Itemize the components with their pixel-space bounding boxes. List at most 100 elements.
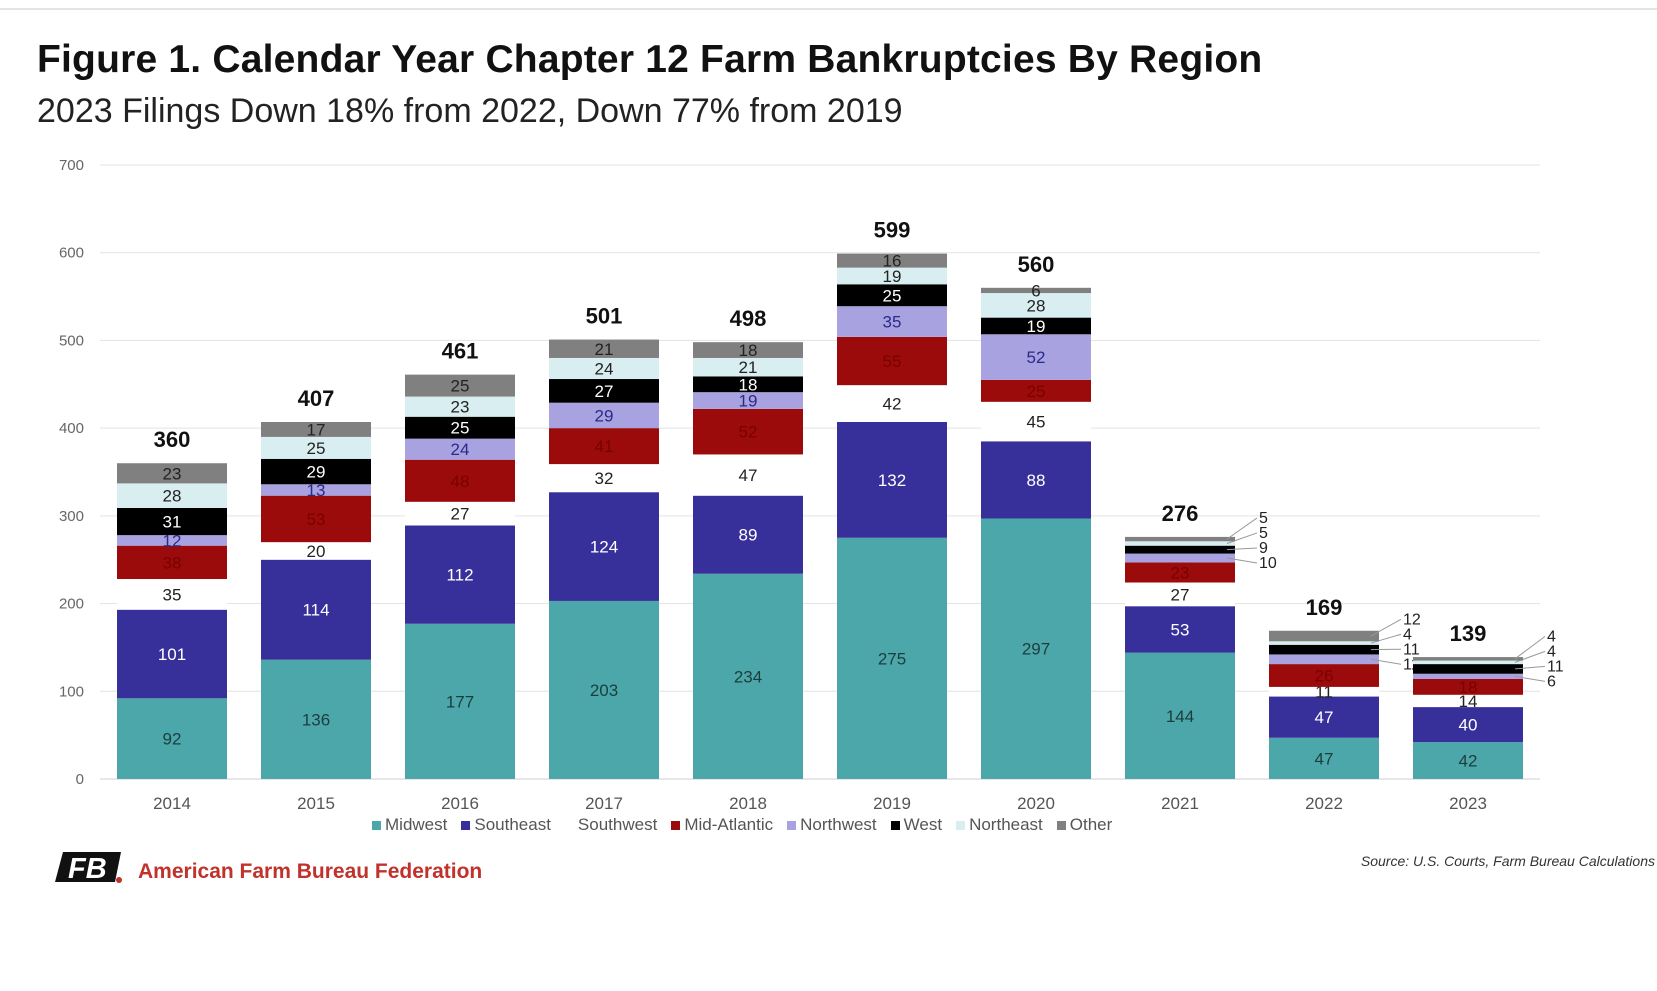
bar-segment-northeast <box>981 293 1091 318</box>
data-label: 27 <box>595 382 614 401</box>
legend-item: West <box>890 815 942 835</box>
data-label: 88 <box>1027 471 1046 490</box>
data-label: 132 <box>878 471 906 490</box>
data-label: 124 <box>590 538 618 557</box>
bar-segment-northwest <box>981 334 1091 380</box>
bar-segment-other <box>1413 657 1523 661</box>
bar-segment-northeast <box>261 436 371 459</box>
chart-title: Figure 1. Calendar Year Chapter 12 Farm … <box>37 38 1263 81</box>
bar-segment-other <box>693 342 803 358</box>
x-tick-label: 2023 <box>1449 794 1487 813</box>
data-label: 114 <box>302 601 329 620</box>
data-label: 18 <box>739 341 758 360</box>
legend-item: Other <box>1056 815 1112 835</box>
bar-segment-northwest <box>117 535 227 546</box>
bar-segment-other <box>837 253 947 268</box>
data-label: 234 <box>734 667 762 686</box>
y-tick-label: 0 <box>76 771 84 788</box>
bar-segment-mid-atlantic <box>693 408 803 455</box>
legend-item: Southwest <box>564 815 658 835</box>
y-tick-label: 200 <box>59 596 84 613</box>
legend-label: Mid-Atlantic <box>684 815 774 834</box>
legend-swatch <box>671 820 681 830</box>
bar-segment-northeast <box>1413 660 1523 665</box>
data-label: 23 <box>163 464 182 483</box>
data-label: 29 <box>595 406 614 425</box>
bar-segment-southwest <box>117 579 227 610</box>
bar-segment-northeast <box>837 267 947 285</box>
bar-segment-midwest <box>981 518 1091 779</box>
bar-segment-southeast <box>837 422 947 538</box>
data-label: 52 <box>1027 348 1046 367</box>
legend-swatch <box>564 820 574 830</box>
bar-segment-other <box>1125 536 1235 542</box>
bar-segment-other <box>1269 630 1379 642</box>
y-tick-label: 600 <box>59 245 84 262</box>
bar-segment-southeast <box>693 495 803 574</box>
x-tick-label: 2020 <box>1017 794 1055 813</box>
bar-segment-northeast <box>405 396 515 417</box>
y-tick-label: 300 <box>59 508 84 525</box>
data-label: 28 <box>163 487 182 506</box>
data-label: 297 <box>1022 640 1050 659</box>
bar-segment-west <box>405 416 515 439</box>
total-label: 501 <box>586 304 623 329</box>
legend-item: Northeast <box>956 815 1043 835</box>
x-tick-label: 2015 <box>297 794 335 813</box>
data-label: 203 <box>590 681 618 700</box>
bar-segment-southwest <box>1125 582 1235 607</box>
bar-segment-west <box>117 507 227 536</box>
bar-segment-mid-atlantic <box>117 545 227 580</box>
data-label: 42 <box>1459 752 1478 771</box>
legend-label: Northwest <box>800 815 877 834</box>
bar-segment-west <box>1269 644 1379 655</box>
data-label: 10 <box>1259 555 1277 572</box>
bar-segment-northeast <box>549 357 659 380</box>
legend-swatch <box>890 820 900 830</box>
data-label: 26 <box>1315 666 1334 685</box>
data-label: 9 <box>1259 540 1268 557</box>
bar-segment-southwest <box>261 542 371 560</box>
leader-line <box>1370 658 1402 665</box>
data-label: 6 <box>1031 281 1040 300</box>
x-tick-label: 2022 <box>1305 794 1343 813</box>
data-label: 27 <box>1171 585 1190 604</box>
bar-segment-southeast <box>1269 696 1379 738</box>
data-label: 48 <box>451 472 470 491</box>
total-label: 360 <box>154 427 191 452</box>
legend-label: Southwest <box>577 815 658 834</box>
bar-segment-west <box>981 317 1091 335</box>
bar-segment-northwest <box>1413 673 1523 680</box>
legend-label: Midwest <box>385 815 448 834</box>
data-label: 27 <box>451 505 470 524</box>
data-label: 53 <box>307 510 326 529</box>
leader-line <box>1226 532 1258 544</box>
bar-segment-southeast <box>405 525 515 624</box>
x-tick-label: 2021 <box>1161 794 1199 813</box>
data-label: 52 <box>739 423 758 442</box>
data-label: 23 <box>1171 563 1190 582</box>
bar-segment-midwest <box>1125 652 1235 779</box>
bar-segment-northwest <box>693 392 803 409</box>
data-label: 89 <box>739 526 758 545</box>
leader-line <box>1226 547 1258 551</box>
bar-segment-other <box>549 339 659 358</box>
legend-label: Southeast <box>474 815 551 834</box>
bar-segment-mid-atlantic <box>1125 562 1235 583</box>
data-label: 29 <box>307 463 326 482</box>
bar-segment-other <box>117 463 227 484</box>
data-label: 19 <box>1027 317 1046 336</box>
data-label: 28 <box>1027 296 1046 315</box>
data-label: 11 <box>1403 641 1420 658</box>
data-label: 18 <box>1459 678 1478 697</box>
bar-segment-northeast <box>1125 541 1235 546</box>
bar-segment-southwest <box>693 454 803 496</box>
data-label: 5 <box>1259 525 1268 542</box>
data-label: 101 <box>158 645 186 664</box>
bar-segment-mid-atlantic <box>1413 679 1523 695</box>
bar-segment-southeast <box>549 492 659 601</box>
bar-segment-mid-atlantic <box>549 428 659 465</box>
total-label: 169 <box>1306 595 1343 620</box>
bar-segment-mid-atlantic <box>837 336 947 386</box>
bar-segment-northwest <box>837 306 947 337</box>
